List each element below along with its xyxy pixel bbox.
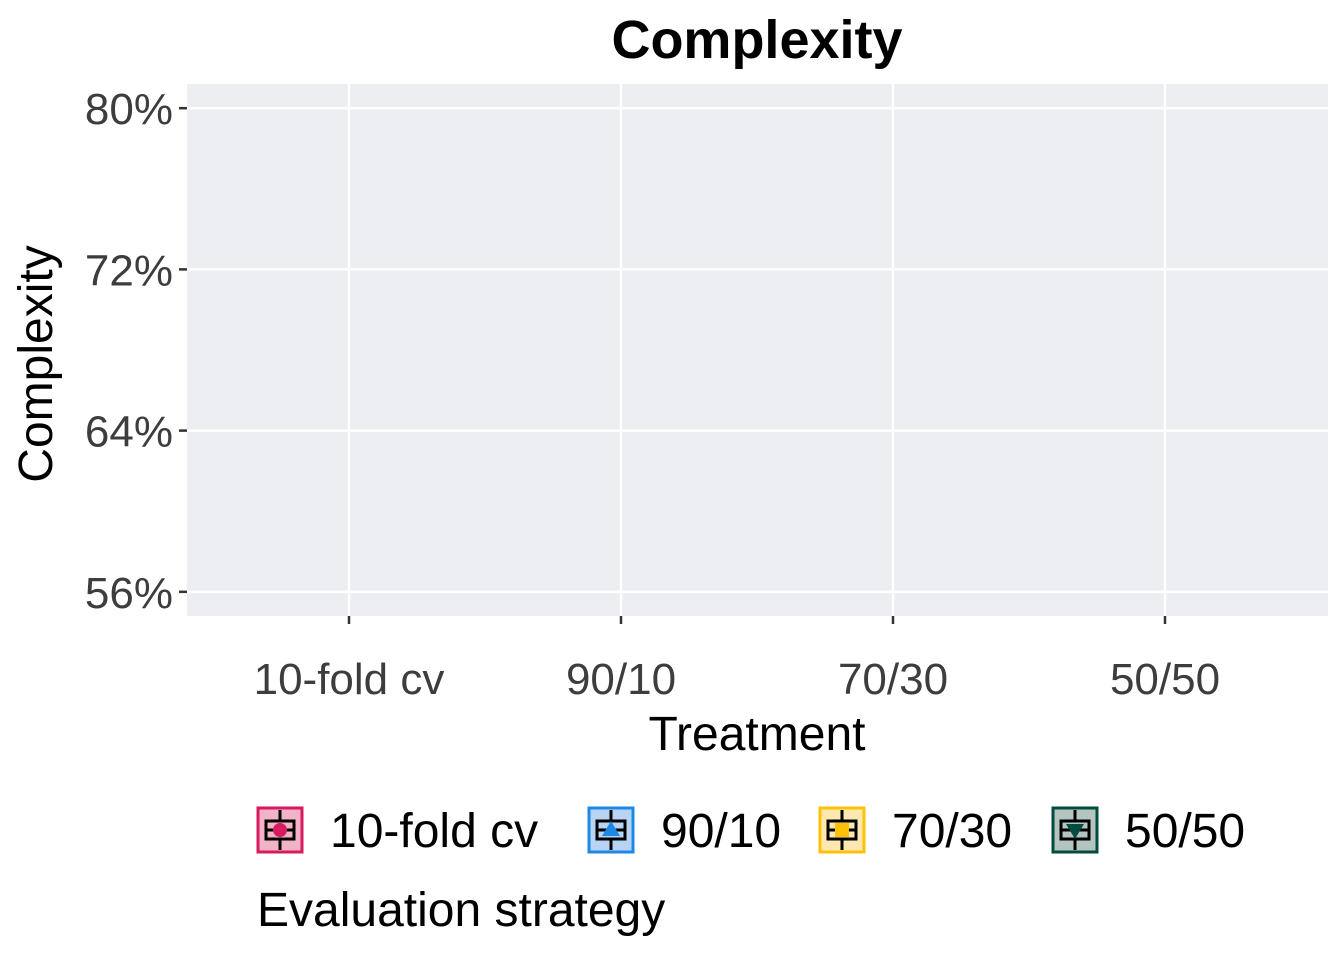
x-tick-label: 10-fold cv bbox=[254, 655, 445, 704]
x-axis-title: Treatment bbox=[649, 708, 866, 761]
legend-label: 70/30 bbox=[892, 805, 1012, 858]
legend-label: 10-fold cv bbox=[330, 805, 538, 858]
chart-title: Complexity bbox=[611, 10, 902, 70]
legend-item: 90/10 bbox=[587, 805, 781, 858]
legend-marker bbox=[835, 823, 849, 837]
y-tick-label: 64% bbox=[85, 408, 173, 457]
y-tick-label: 72% bbox=[85, 246, 173, 295]
y-tick-label: 80% bbox=[85, 85, 173, 134]
legend-item: 50/50 bbox=[1051, 805, 1245, 858]
x-gridlines bbox=[347, 84, 1167, 616]
legend-label: 90/10 bbox=[661, 805, 781, 858]
legend: 10-fold cv 90/10 70/30 50/50 bbox=[256, 805, 1245, 858]
legend-title: Evaluation strategy bbox=[257, 884, 665, 937]
legend-marker bbox=[273, 823, 287, 837]
y-axis-title: Complexity bbox=[10, 245, 63, 482]
y-axis: 56% 64% 72% 80% bbox=[85, 85, 187, 618]
legend-item: 70/30 bbox=[818, 805, 1012, 858]
x-axis: 10-fold cv 90/10 70/30 50/50 bbox=[254, 616, 1220, 704]
plot-panel bbox=[187, 84, 1328, 616]
x-tick-label: 50/50 bbox=[1110, 655, 1220, 704]
legend-item: 10-fold cv bbox=[256, 805, 538, 858]
y-tick-label: 56% bbox=[85, 569, 173, 618]
legend-marker bbox=[1066, 824, 1084, 839]
y-gridlines bbox=[187, 106, 1328, 594]
x-tick-label: 70/30 bbox=[838, 655, 948, 704]
x-tick-label: 90/10 bbox=[566, 655, 676, 704]
legend-label: 50/50 bbox=[1125, 805, 1245, 858]
legend-marker bbox=[602, 821, 620, 836]
